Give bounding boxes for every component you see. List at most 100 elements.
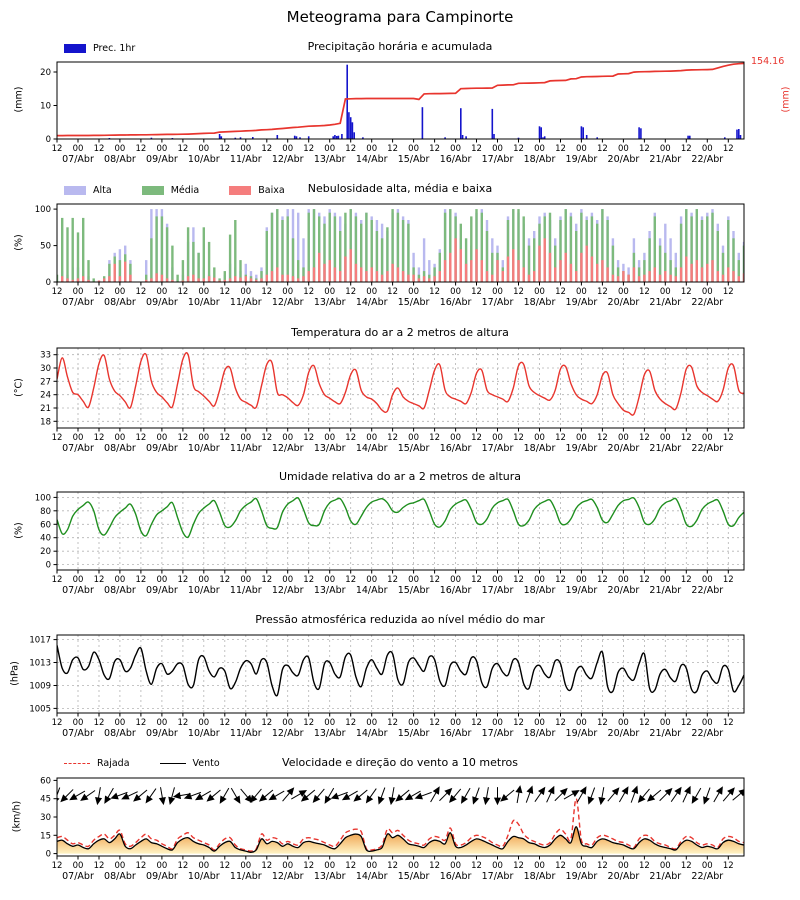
- x-tick-label: 12: [513, 575, 524, 585]
- date-label: 09/Abr: [146, 728, 178, 739]
- x-tick-label: 00: [534, 861, 545, 871]
- panel-frame-pressure: [56, 634, 745, 714]
- x-tick-label: 00: [198, 718, 209, 728]
- date-label: 08/Abr: [104, 297, 136, 308]
- x-tick-label: 12: [135, 287, 146, 297]
- x-tick-label: 12: [52, 718, 63, 728]
- x-tick-label: 00: [450, 287, 461, 297]
- date-label: 14/Abr: [356, 443, 388, 454]
- date-label: 21/Abr: [649, 297, 681, 308]
- x-tick-label: 00: [114, 575, 125, 585]
- x-tick-label: 12: [135, 718, 146, 728]
- date-label: 22/Abr: [691, 443, 723, 454]
- y-tick-label: 30: [40, 364, 51, 374]
- date-label: 17/Abr: [482, 443, 514, 454]
- x-tick-label: 12: [513, 718, 524, 728]
- x-tick-label: 12: [387, 144, 398, 154]
- x-tick-label: 12: [681, 433, 692, 443]
- wind-speed-fill: [57, 826, 744, 854]
- x-tick-label: 12: [261, 718, 272, 728]
- panel-title-temp: Temperatura do ar a 2 metros de altura: [291, 326, 509, 339]
- legend-label-media: Média: [170, 185, 200, 196]
- date-label: 19/Abr: [566, 154, 598, 165]
- accumulated-precip-line: [57, 62, 744, 137]
- x-tick-label: 00: [450, 433, 461, 443]
- panel-title-wind: Velocidade e direção do vento a 10 metro…: [282, 756, 518, 769]
- x-tick-label: 00: [618, 287, 629, 297]
- x-tick-label: 00: [534, 287, 545, 297]
- x-tick-label: 00: [660, 718, 671, 728]
- date-label: 12/Abr: [272, 871, 304, 882]
- x-tick-label: 12: [94, 287, 105, 297]
- pressure-line: [57, 645, 744, 697]
- date-label: 11/Abr: [230, 154, 262, 165]
- date-label: 22/Abr: [691, 297, 723, 308]
- x-tick-label: 12: [261, 861, 272, 871]
- y-ticks-rh: 0 20 40 60 80 100: [35, 493, 57, 571]
- x-tick-label: 12: [177, 575, 188, 585]
- x-tick-label: 12: [135, 575, 146, 585]
- date-label: 22/Abr: [691, 871, 723, 882]
- cloud-high-swatch: [64, 186, 86, 195]
- x-tick-label: 12: [471, 287, 482, 297]
- y-tick-label: 33: [40, 351, 51, 361]
- x-tick-label: 00: [492, 287, 503, 297]
- x-tick-label: 00: [114, 287, 125, 297]
- date-label: 21/Abr: [649, 871, 681, 882]
- date-label: 09/Abr: [146, 585, 178, 596]
- date-label: 22/Abr: [691, 585, 723, 596]
- x-tick-label: 00: [534, 575, 545, 585]
- date-label: 15/Abr: [398, 871, 430, 882]
- x-tick-label: 00: [73, 861, 84, 871]
- x-tick-label: 00: [156, 718, 167, 728]
- y-tick-label: 100: [35, 493, 51, 503]
- x-tick-label: 00: [282, 433, 293, 443]
- wind-speed-line: [57, 826, 744, 853]
- x-tick-label: 00: [408, 433, 419, 443]
- x-tick-label: 12: [177, 861, 188, 871]
- date-label: 15/Abr: [398, 585, 430, 596]
- x-tick-label: 00: [576, 861, 587, 871]
- date-label: 20/Abr: [608, 154, 640, 165]
- panel-title-clouds: Nebulosidade alta, média e baixa: [307, 182, 493, 195]
- x-tick-label: 00: [450, 861, 461, 871]
- x-tick-label: 00: [702, 287, 713, 297]
- date-label: 14/Abr: [356, 297, 388, 308]
- figure-title: Meteograma para Campinorte: [286, 8, 514, 26]
- precip-bars: [108, 64, 742, 139]
- date-label: 13/Abr: [314, 871, 346, 882]
- x-tick-label: 00: [324, 287, 335, 297]
- x-tick-label: 00: [198, 287, 209, 297]
- x-tick-label: 00: [534, 433, 545, 443]
- x-tick-label: 00: [366, 575, 377, 585]
- x-tick-label: 12: [345, 433, 356, 443]
- x-tick-label: 00: [240, 144, 251, 154]
- date-label: 20/Abr: [608, 585, 640, 596]
- x-tick-label: 12: [303, 144, 314, 154]
- x-tick-label: 12: [597, 861, 608, 871]
- x-tick-label: 00: [240, 718, 251, 728]
- x-tick-label: 12: [52, 575, 63, 585]
- x-tick-label: 12: [177, 287, 188, 297]
- y-tick-label: 45: [40, 795, 51, 805]
- x-tick-label: 00: [702, 718, 713, 728]
- panel-title-pressure: Pressão atmosférica reduzida ao nível mé…: [255, 613, 545, 626]
- x-tick-label: 00: [324, 718, 335, 728]
- date-label: 08/Abr: [104, 585, 136, 596]
- y-tick-label: 27: [40, 377, 51, 387]
- x-tick-label: 00: [576, 575, 587, 585]
- x-tick-label: 12: [387, 287, 398, 297]
- panel-frame-clouds: [56, 203, 745, 283]
- x-tick-label: 00: [450, 718, 461, 728]
- wind-direction-arrows: [57, 785, 744, 806]
- x-tick-label: 12: [513, 861, 524, 871]
- date-label: 18/Abr: [524, 297, 556, 308]
- accumulated-total-label: 154.16: [751, 56, 785, 67]
- x-tick-label: 12: [513, 287, 524, 297]
- x-tick-label: 12: [135, 144, 146, 154]
- x-tick-label: 12: [555, 575, 566, 585]
- x-tick-label: 12: [639, 287, 650, 297]
